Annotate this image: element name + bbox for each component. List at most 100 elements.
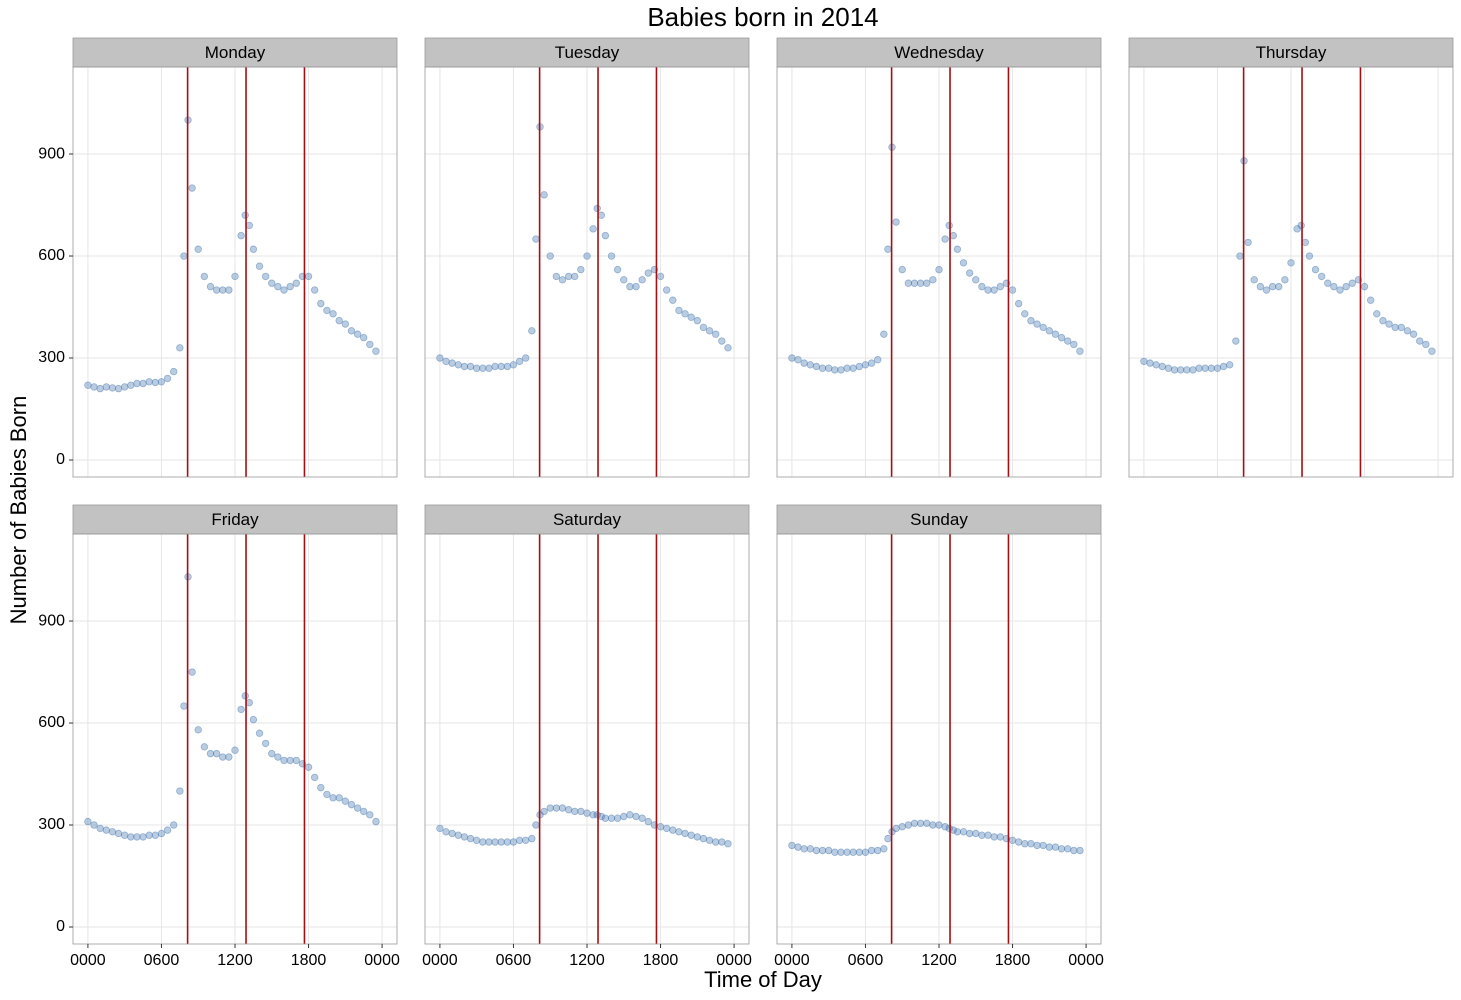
data-point — [176, 344, 184, 352]
data-point — [874, 356, 882, 364]
data-point — [157, 829, 166, 838]
x-tick-label: 1800 — [291, 952, 327, 969]
data-point — [108, 384, 117, 392]
data-point — [1207, 364, 1216, 372]
x-tick-label: 0000 — [422, 952, 458, 969]
data-point — [1281, 276, 1289, 284]
data-point — [90, 821, 98, 829]
data-point — [1330, 282, 1338, 291]
data-point — [597, 211, 606, 219]
data-point — [237, 231, 245, 240]
data-point — [225, 286, 233, 294]
y-tick-label: 0 — [56, 451, 65, 468]
data-point — [1262, 286, 1271, 294]
data-point — [503, 362, 512, 371]
y-tick-label: 300 — [38, 816, 65, 833]
x-tick-label: 0000 — [1068, 952, 1104, 969]
y-tick-label: 300 — [38, 349, 65, 366]
x-tick-label: 1800 — [643, 952, 679, 969]
strip — [424, 37, 750, 68]
data-point — [675, 306, 683, 315]
data-point — [145, 378, 153, 386]
panel-border — [72, 66, 398, 478]
data-point — [241, 692, 249, 700]
data-point — [996, 833, 1004, 841]
data-point — [1045, 327, 1054, 335]
strip-label: Tuesday — [555, 43, 620, 62]
data-point — [589, 225, 597, 233]
data-point — [1360, 282, 1369, 291]
data-point — [1311, 265, 1320, 274]
data-point — [880, 330, 888, 338]
data-point — [806, 845, 814, 853]
data-point — [1014, 838, 1023, 846]
data-point — [460, 362, 469, 371]
x-tick-label: 1200 — [921, 952, 957, 969]
strip — [72, 504, 398, 535]
data-point — [662, 824, 671, 833]
data-point — [335, 794, 343, 802]
data-point — [724, 344, 732, 352]
data-point — [1195, 364, 1203, 372]
data-point — [923, 819, 931, 828]
data-point — [1008, 286, 1017, 294]
data-point — [916, 819, 925, 828]
data-point — [170, 821, 178, 829]
data-point — [1219, 362, 1228, 371]
data-point — [335, 316, 343, 325]
x-tick-label: 0600 — [848, 952, 884, 969]
data-point — [546, 804, 554, 812]
data-point — [509, 361, 518, 369]
data-point — [133, 833, 141, 841]
data-point — [904, 821, 913, 829]
panel-border — [424, 66, 750, 478]
strip-label: Saturday — [553, 510, 622, 529]
data-point — [601, 814, 610, 822]
data-point — [1064, 337, 1072, 345]
data-point — [503, 838, 512, 846]
data-point — [448, 829, 456, 838]
data-point — [323, 790, 331, 799]
data-point — [593, 811, 601, 819]
data-point — [436, 824, 444, 833]
data-point — [479, 838, 487, 846]
x-tick-label: 1200 — [569, 952, 605, 969]
data-point — [1373, 310, 1381, 318]
panel-border — [1128, 66, 1454, 478]
data-point — [249, 715, 258, 724]
data-point — [1008, 836, 1017, 845]
data-point — [892, 218, 900, 226]
data-point — [360, 333, 368, 342]
data-point — [1170, 366, 1179, 374]
data-point — [626, 811, 634, 819]
data-point — [818, 846, 827, 855]
data-point — [188, 184, 196, 192]
data-point — [442, 828, 450, 836]
data-point — [1301, 238, 1310, 247]
panel — [777, 67, 1101, 477]
data-point — [1324, 279, 1332, 287]
data-point — [292, 279, 300, 287]
data-point — [515, 357, 524, 366]
data-point — [1164, 364, 1173, 372]
data-point — [528, 834, 536, 843]
data-point — [1366, 296, 1375, 304]
data-point — [965, 829, 974, 838]
data-point — [953, 245, 962, 253]
data-point — [509, 838, 518, 846]
data-point — [317, 783, 325, 792]
data-point — [497, 362, 505, 371]
data-point — [818, 364, 827, 372]
y-tick-label: 600 — [38, 714, 65, 731]
data-point — [1070, 846, 1078, 855]
data-point — [1428, 347, 1436, 355]
data-point — [353, 330, 362, 338]
strip-label: Thursday — [1256, 43, 1327, 62]
data-point — [372, 817, 380, 826]
data-point — [788, 354, 796, 362]
data-point — [261, 739, 270, 748]
data-point — [613, 814, 622, 822]
data-point — [552, 804, 561, 812]
data-point — [984, 831, 992, 839]
x-tick-label: 0000 — [364, 952, 400, 969]
